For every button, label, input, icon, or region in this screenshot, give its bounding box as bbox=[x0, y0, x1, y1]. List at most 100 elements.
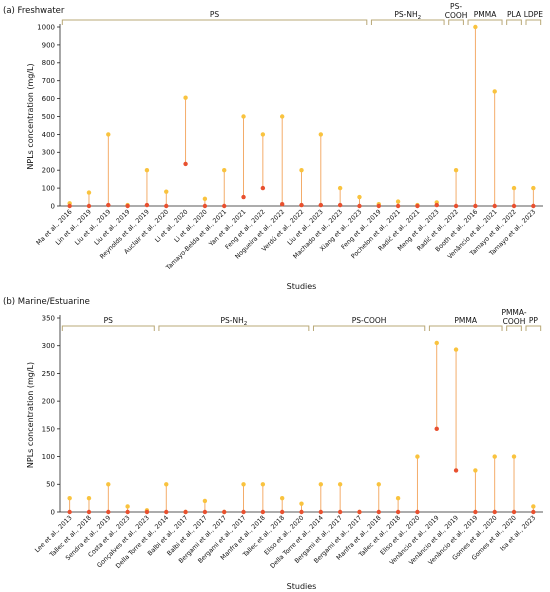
min-point bbox=[67, 203, 72, 209]
max-point bbox=[299, 501, 304, 506]
min-point bbox=[434, 202, 439, 208]
min-point bbox=[395, 509, 401, 515]
max-point bbox=[492, 454, 497, 459]
max-point bbox=[241, 482, 246, 487]
panel-title: (b) Marine/Estuarine bbox=[3, 297, 90, 307]
group-bracket bbox=[61, 325, 155, 331]
max-point bbox=[395, 495, 401, 501]
min-point bbox=[125, 203, 130, 209]
max-point bbox=[453, 168, 459, 173]
group-label: LDPE bbox=[524, 10, 543, 19]
min-point bbox=[202, 509, 208, 515]
max-point bbox=[511, 454, 517, 459]
group-label: PS-COOH bbox=[352, 316, 387, 325]
y-tick-label: 700 bbox=[42, 77, 55, 85]
min-point bbox=[473, 203, 478, 209]
max-point bbox=[260, 132, 266, 137]
min-point bbox=[164, 509, 169, 515]
max-point bbox=[453, 347, 459, 352]
min-point bbox=[415, 509, 420, 515]
max-point bbox=[318, 482, 324, 487]
max-point bbox=[473, 24, 478, 30]
min-point bbox=[337, 509, 343, 515]
group-bracket bbox=[61, 19, 368, 25]
max-point bbox=[531, 504, 536, 509]
group-label: PS-NH2 bbox=[394, 10, 421, 21]
min-point bbox=[279, 202, 285, 207]
group-label: PP bbox=[529, 316, 539, 325]
min-point bbox=[106, 202, 111, 208]
max-point bbox=[492, 89, 497, 94]
min-point bbox=[511, 203, 517, 209]
group-label: PS bbox=[210, 10, 220, 19]
y-tick-label: 100 bbox=[42, 453, 55, 461]
min-point bbox=[453, 203, 459, 209]
x-axis-title: Studies bbox=[287, 282, 317, 291]
y-tick-label: 150 bbox=[42, 425, 55, 433]
y-tick-label: 600 bbox=[42, 95, 55, 103]
min-point bbox=[86, 203, 92, 209]
y-tick-label: 400 bbox=[42, 131, 55, 139]
min-point bbox=[299, 509, 304, 515]
x-axis-title: Studies bbox=[287, 582, 317, 591]
min-point bbox=[164, 203, 169, 209]
max-point bbox=[164, 482, 169, 487]
max-point bbox=[241, 114, 246, 119]
group-label: PMMA bbox=[454, 316, 477, 325]
max-point bbox=[279, 495, 285, 501]
max-point bbox=[395, 199, 401, 204]
min-point bbox=[376, 203, 381, 209]
group-bracket bbox=[370, 19, 445, 25]
group-label: PS bbox=[104, 316, 114, 325]
min-point bbox=[144, 202, 150, 208]
y-axis-title: NPLs concentration (mg/L) bbox=[26, 63, 35, 169]
min-point bbox=[86, 509, 92, 515]
min-point bbox=[241, 194, 246, 200]
max-point bbox=[415, 454, 420, 459]
max-point bbox=[222, 168, 227, 173]
group-bracket bbox=[506, 19, 522, 25]
max-point bbox=[511, 185, 517, 191]
min-point bbox=[453, 468, 459, 473]
min-point bbox=[357, 509, 362, 515]
min-point bbox=[318, 509, 324, 515]
max-point bbox=[376, 482, 381, 487]
min-point bbox=[415, 203, 420, 209]
y-tick-label: 300 bbox=[42, 342, 55, 350]
max-point bbox=[337, 185, 343, 191]
min-point bbox=[357, 203, 362, 209]
y-tick-label: 900 bbox=[42, 41, 55, 49]
group-label: PLA bbox=[507, 10, 522, 19]
max-point bbox=[473, 468, 478, 473]
y-tick-label: 50 bbox=[46, 481, 55, 489]
y-tick-label: 300 bbox=[42, 149, 55, 157]
max-point bbox=[260, 482, 266, 487]
y-tick-label: 500 bbox=[42, 113, 55, 121]
y-tick-label: 200 bbox=[42, 398, 55, 406]
min-point bbox=[473, 509, 478, 515]
panel-marine: (b) Marine/Estuarine 0 50 100 150 200 250 300 35… bbox=[3, 297, 543, 591]
min-point bbox=[376, 509, 381, 515]
max-point bbox=[106, 482, 111, 487]
y-tick-label: 0 bbox=[51, 508, 55, 516]
min-point bbox=[260, 509, 266, 515]
min-point bbox=[222, 509, 227, 515]
max-point bbox=[202, 498, 208, 504]
group-label: PS-NH2 bbox=[221, 316, 248, 327]
max-point bbox=[202, 196, 208, 202]
max-point bbox=[67, 495, 72, 501]
max-point bbox=[106, 132, 111, 137]
y-tick-label: 0 bbox=[51, 202, 55, 210]
y-axis-title: NPLs concentration (mg/L) bbox=[26, 362, 35, 468]
group-bracket bbox=[428, 325, 503, 331]
group-bracket bbox=[158, 325, 310, 331]
max-point bbox=[86, 190, 92, 195]
max-point bbox=[164, 189, 169, 194]
group-bracket bbox=[506, 325, 522, 331]
min-point bbox=[337, 202, 343, 208]
min-point bbox=[183, 161, 188, 167]
group-bracket bbox=[467, 19, 503, 25]
group-bracket bbox=[448, 19, 464, 25]
x-tick-label: Isa et al., 2023 bbox=[499, 514, 537, 552]
